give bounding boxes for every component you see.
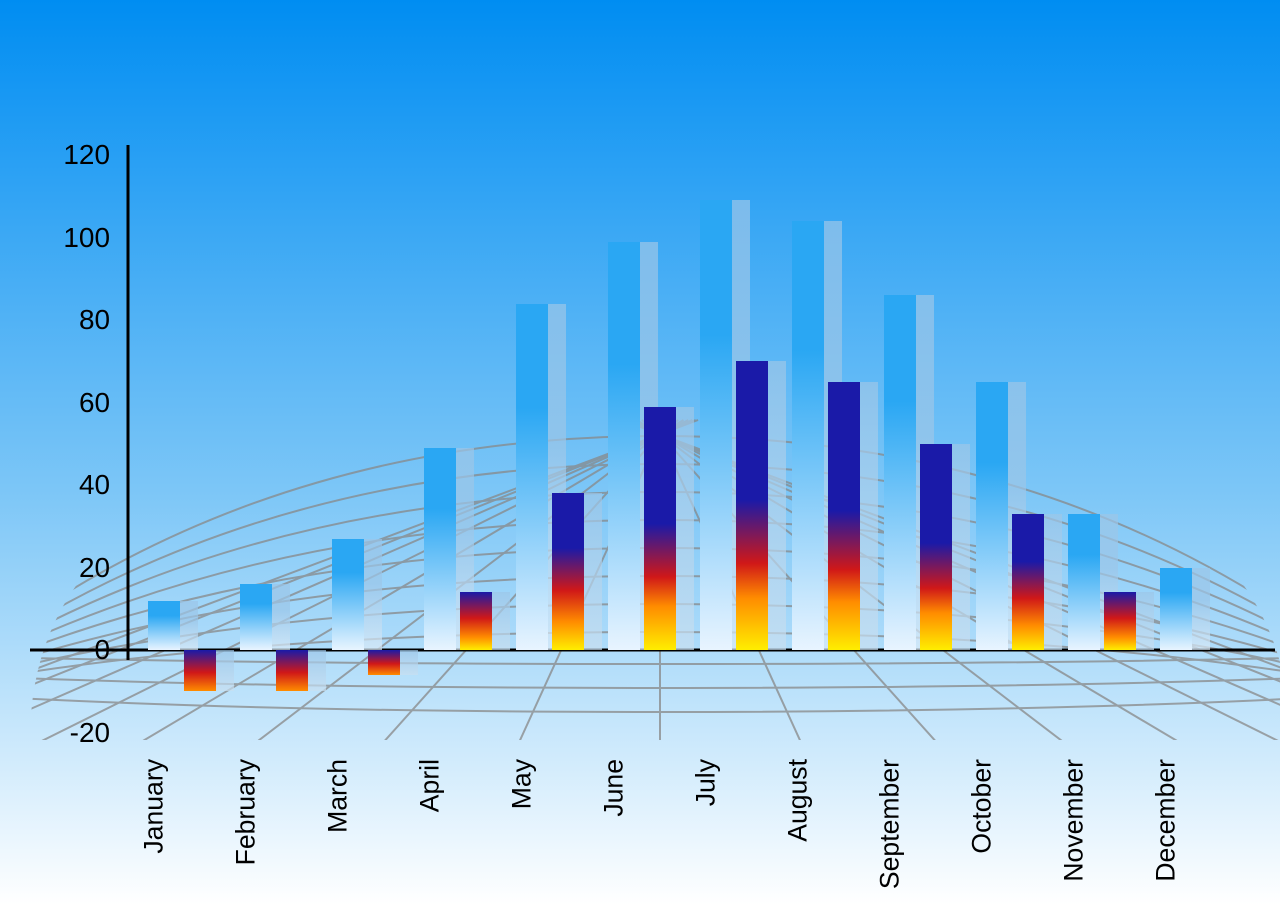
x-tick-label: January [139,759,170,854]
bar-series-a [424,448,456,650]
x-tick-label: July [691,759,722,806]
bar-series-a [976,382,1008,650]
bar-series-a [608,242,640,650]
x-tick-label: August [783,759,814,842]
bar-series-a [792,221,824,650]
monthly-bar-chart: -20020406080100120 JanuaryFebruaryMarchA… [0,0,1280,905]
x-tick-label: September [875,759,906,889]
bar-series-a [148,601,180,651]
x-tick-label: December [1151,759,1182,882]
bar-series-b [828,382,860,650]
bar-series-a [700,200,732,650]
x-tick-label: October [967,759,998,854]
x-tick-label: November [1059,759,1090,882]
bar-series-a [240,584,272,650]
bar-series-b [184,650,216,691]
bar-series-b [920,444,952,650]
bar-series-b [368,650,400,675]
x-tick-label: February [231,759,262,865]
bar-series-b [276,650,308,691]
x-tick-label: June [599,759,630,817]
bar-series-a [516,304,548,651]
x-tick-label: April [415,759,446,812]
bar-series-a [1160,568,1192,651]
bar-series-a [884,295,916,650]
bar-series-b [736,361,768,650]
x-tick-label: May [507,759,538,809]
x-tick-label: March [323,759,354,833]
bar-series-b [1012,514,1044,650]
bar-series-a [332,539,364,650]
bar-series-b [552,493,584,650]
bar-series-b [460,592,492,650]
bar-series-b [1104,592,1136,650]
bar-series-b [644,407,676,650]
bar-series-a [1068,514,1100,650]
